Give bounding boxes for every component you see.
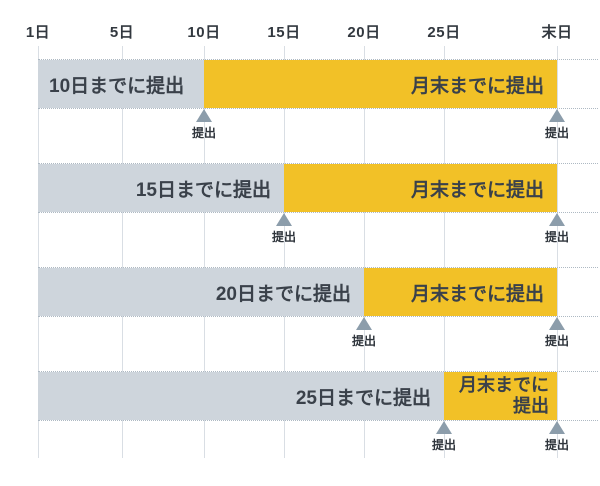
bar-label: 10日までに提出 xyxy=(49,75,185,97)
bar-label: 20日までに提出 xyxy=(215,283,351,305)
bar-label: 月末までに提出 xyxy=(459,375,549,416)
row-dotted-line xyxy=(38,108,598,109)
axis-tick-label-month-end: 末日 xyxy=(541,24,573,41)
submit-triangle-icon xyxy=(356,317,372,330)
submit-triangle-icon xyxy=(549,213,565,226)
axis-gridline xyxy=(364,46,365,458)
bar-deadline-day20: 20日までに提出 xyxy=(38,268,364,316)
bar-label: 月末までに提出 xyxy=(410,75,544,97)
axis-tick-label-day1: 1日 xyxy=(25,24,51,41)
row-dotted-line xyxy=(38,420,598,421)
axis-gridline xyxy=(204,46,205,458)
bar-label: 月末までに提出 xyxy=(410,179,544,201)
row-dotted-line xyxy=(38,212,598,213)
bar-deadline-day15: 15日までに提出 xyxy=(38,164,284,212)
submit-marker-label: 提出 xyxy=(544,126,569,140)
axis-tick-label-day10: 10日 xyxy=(187,24,221,41)
axis-gridline xyxy=(557,46,558,458)
submit-triangle-icon xyxy=(549,421,565,434)
submit-triangle-icon xyxy=(436,421,452,434)
axis-gridline xyxy=(38,46,39,458)
row-dotted-line xyxy=(38,371,598,372)
submit-marker-label: 提出 xyxy=(351,334,376,348)
axis-tick-label-day25: 25日 xyxy=(427,24,461,41)
submit-marker-label: 提出 xyxy=(271,230,296,244)
bar-label: 25日までに提出 xyxy=(295,387,431,409)
axis-gridline xyxy=(122,46,123,458)
submit-triangle-icon xyxy=(276,213,292,226)
row-dotted-line xyxy=(38,267,598,268)
axis-tick-label-day5: 5日 xyxy=(109,24,135,41)
axis-gridline xyxy=(444,46,445,458)
submit-triangle-icon xyxy=(196,109,212,122)
row-dotted-line xyxy=(38,163,598,164)
row-dotted-line xyxy=(38,59,598,60)
bar-month-end-row1: 月末までに提出 xyxy=(204,60,557,108)
axis-tick-label-day20: 20日 xyxy=(347,24,381,41)
axis-gridline xyxy=(284,46,285,458)
submit-marker-label: 提出 xyxy=(191,126,216,140)
submit-marker-label: 提出 xyxy=(544,334,569,348)
submit-triangle-icon xyxy=(549,317,565,330)
bar-label: 月末までに提出 xyxy=(410,283,544,305)
submit-marker-label: 提出 xyxy=(544,438,569,452)
bar-month-end-row3: 月末までに提出 xyxy=(364,268,557,316)
bar-deadline-day10: 10日までに提出 xyxy=(38,60,204,108)
submit-triangle-icon xyxy=(549,109,565,122)
bar-deadline-day25: 25日までに提出 xyxy=(38,372,444,420)
axis-tick-label-day15: 15日 xyxy=(267,24,301,41)
row-dotted-line xyxy=(38,316,598,317)
bar-month-end-row2: 月末までに提出 xyxy=(284,164,557,212)
bar-month-end-row4: 月末までに提出 xyxy=(444,372,557,420)
bar-label: 15日までに提出 xyxy=(135,179,271,201)
submit-marker-label: 提出 xyxy=(544,230,569,244)
submit-marker-label: 提出 xyxy=(431,438,456,452)
